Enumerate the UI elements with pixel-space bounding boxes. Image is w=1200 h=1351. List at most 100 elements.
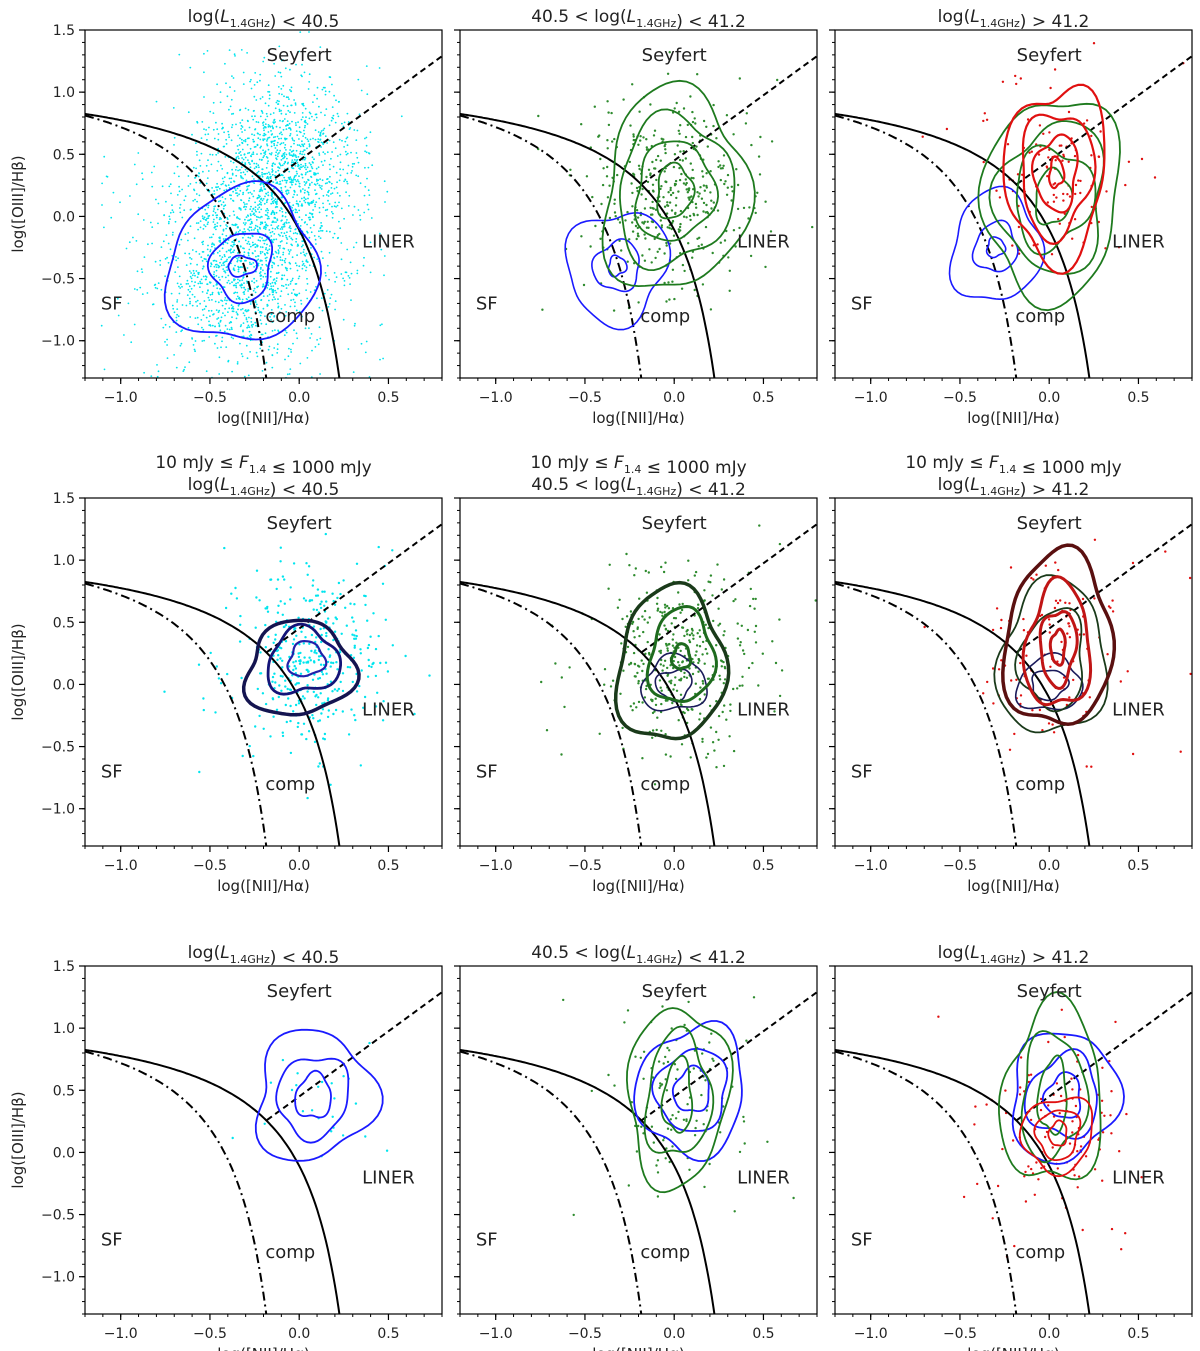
- data-point: [359, 182, 362, 185]
- data-point: [1074, 192, 1077, 196]
- data-point: [224, 307, 227, 310]
- data-point: [318, 306, 321, 309]
- data-point: [263, 1122, 266, 1126]
- region-label-sf: SF: [476, 294, 498, 315]
- data-point: [197, 323, 200, 326]
- seyfert-liner-line: [1016, 55, 1192, 185]
- data-point: [348, 277, 351, 279]
- data-point: [359, 218, 362, 221]
- data-point: [263, 202, 266, 205]
- data-point: [251, 244, 254, 247]
- data-point: [232, 310, 235, 313]
- data-point: [691, 168, 694, 172]
- data-point: [298, 643, 301, 646]
- data-point: [683, 675, 686, 679]
- data-point: [315, 608, 319, 612]
- data-point: [289, 186, 292, 189]
- data-point: [137, 152, 140, 154]
- x-tick-label: −1.0: [104, 858, 138, 874]
- data-point: [647, 571, 650, 574]
- data-point: [338, 138, 341, 141]
- data-point: [1056, 601, 1060, 605]
- data-point: [695, 644, 699, 647]
- data-point: [203, 216, 206, 219]
- data-point: [239, 623, 242, 626]
- data-point: [201, 215, 204, 218]
- data-point: [264, 332, 267, 335]
- data-point: [233, 249, 236, 252]
- data-point: [303, 181, 306, 183]
- data-point: [1049, 665, 1052, 668]
- data-point: [291, 642, 295, 646]
- data-point: [338, 201, 340, 204]
- data-point: [283, 146, 286, 149]
- data-point: [339, 153, 342, 156]
- data-point: [374, 674, 378, 678]
- data-point: [331, 592, 334, 595]
- data-point: [266, 140, 268, 142]
- data-point: [629, 610, 633, 613]
- data-point: [302, 144, 304, 147]
- data-point: [189, 316, 192, 318]
- data-point: [299, 659, 302, 662]
- data-point: [316, 588, 320, 591]
- data-point: [249, 237, 252, 239]
- data-point: [291, 279, 294, 282]
- panel-title: log(L1.4GHz) < 40.5: [188, 7, 340, 32]
- data-point: [742, 1115, 745, 1119]
- data-point: [641, 701, 644, 704]
- data-point: [319, 186, 322, 189]
- data-point: [200, 278, 203, 281]
- data-point: [685, 188, 688, 191]
- data-point: [326, 617, 330, 620]
- data-point: [985, 118, 989, 122]
- data-point: [314, 129, 317, 132]
- y-tick-label: 0.0: [53, 1145, 75, 1161]
- data-point: [738, 644, 742, 647]
- data-point: [1189, 672, 1192, 676]
- data-point: [223, 286, 226, 288]
- data-point: [320, 250, 323, 253]
- data-point: [278, 100, 280, 103]
- data-point: [1044, 564, 1048, 567]
- data-point: [191, 280, 193, 283]
- data-point: [123, 334, 125, 336]
- data-point: [303, 153, 306, 156]
- data-point: [1024, 1170, 1027, 1174]
- data-point: [312, 660, 316, 663]
- data-point: [664, 151, 667, 155]
- data-point: [299, 189, 302, 192]
- data-point: [709, 170, 712, 173]
- data-point: [210, 236, 213, 239]
- data-point: [272, 293, 274, 296]
- data-point: [1067, 622, 1070, 625]
- data-point: [283, 95, 285, 98]
- data-point: [298, 50, 301, 53]
- data-point: [189, 290, 191, 293]
- data-point: [757, 684, 760, 687]
- data-point: [308, 264, 311, 267]
- data-point: [679, 222, 682, 226]
- data-point: [228, 307, 231, 310]
- data-point: [303, 143, 306, 145]
- data-point: [248, 744, 251, 748]
- data-point: [225, 227, 228, 230]
- data-point: [541, 308, 544, 311]
- data-point: [675, 641, 678, 644]
- data-point: [283, 225, 286, 228]
- data-point: [221, 177, 224, 180]
- data-point: [335, 276, 338, 278]
- data-point: [1074, 1104, 1078, 1108]
- data-point: [318, 326, 321, 329]
- data-point: [331, 205, 333, 208]
- data-point: [286, 238, 289, 241]
- data-point: [250, 87, 253, 90]
- data-point: [220, 299, 223, 302]
- data-point: [254, 243, 257, 246]
- data-point: [1052, 1115, 1056, 1118]
- data-point: [201, 260, 204, 262]
- data-point: [237, 169, 240, 172]
- data-point: [240, 124, 243, 127]
- data-point: [197, 206, 200, 209]
- data-point: [237, 270, 240, 273]
